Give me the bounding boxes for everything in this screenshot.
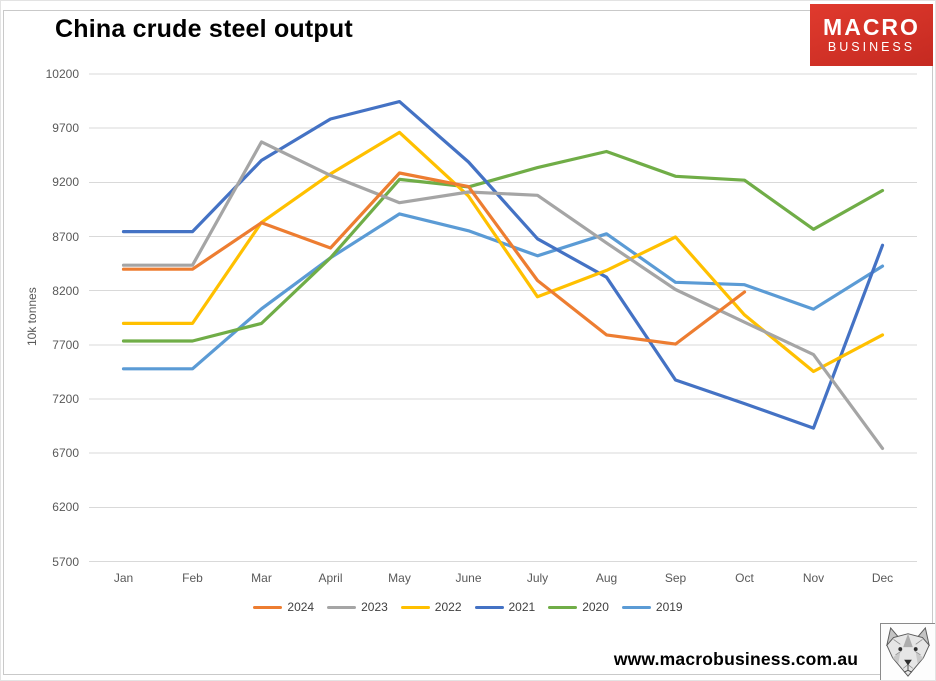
y-tick-label: 8700	[52, 229, 79, 244]
x-tick-label: Aug	[595, 571, 618, 585]
legend-line-swatch	[548, 605, 578, 609]
series-line-2019	[121, 212, 885, 371]
chart-border-frame	[3, 10, 933, 675]
x-tick-label: Oct	[735, 571, 754, 585]
legend-label: 2023	[361, 600, 388, 614]
legend-item-2019: 2019	[621, 600, 683, 614]
y-tick-label: 7700	[52, 337, 79, 352]
series-line-2022	[121, 130, 885, 374]
website-url: www.macrobusiness.com.au	[613, 649, 859, 669]
series-line-2020	[121, 149, 885, 343]
x-tick-label: July	[526, 571, 549, 585]
legend-line-swatch	[327, 605, 357, 609]
x-tick-label: June	[455, 571, 482, 585]
y-tick-label: 7200	[52, 392, 79, 406]
legend-line-swatch	[474, 605, 504, 609]
series-line-2021	[121, 100, 885, 430]
x-tick-label: Sep	[664, 571, 687, 585]
x-tick-label: Dec	[871, 571, 894, 585]
x-tick-label: Mar	[251, 571, 272, 585]
x-tick-label: May	[388, 571, 411, 585]
y-tick-label: 9200	[52, 175, 79, 190]
legend-label: 2019	[655, 600, 683, 614]
legend-item-2020: 2020	[548, 600, 609, 614]
series-line-2024	[121, 171, 747, 346]
y-tick-label: 6200	[52, 500, 79, 515]
legend-item-2022: 2022	[400, 600, 462, 614]
y-tick-label: 8200	[52, 283, 79, 298]
y-tick-label: 9700	[52, 121, 79, 136]
logo-text-business: BUSINESS	[827, 39, 916, 54]
x-tick-label: Nov	[802, 571, 825, 585]
chart-legend: 2024 2023 2022 2021 2020 2019	[1, 600, 935, 614]
page-title: China crude steel output	[55, 15, 353, 43]
legend-label: 2022	[434, 600, 462, 614]
legend-label: 2024	[287, 600, 315, 614]
x-tick-label: Feb	[182, 571, 203, 585]
macrobusiness-logo: MACRO BUSINESS	[810, 4, 933, 66]
legend-line-swatch	[253, 605, 283, 609]
legend-label: 2021	[508, 600, 536, 614]
wolf-icon	[886, 626, 930, 677]
y-tick-label: 6700	[52, 446, 79, 461]
x-tick-label: April	[318, 571, 343, 585]
x-tick-label: Jan	[113, 571, 134, 585]
legend-line-swatch	[621, 605, 651, 609]
logo-text-macro: MACRO	[823, 14, 920, 41]
legend-line-swatch	[400, 605, 430, 609]
series-line-2023	[121, 140, 885, 450]
wolf-logo-box	[880, 623, 935, 680]
y-tick-label: 10200	[45, 67, 79, 81]
legend-item-2023: 2023	[327, 600, 388, 614]
legend-item-2024: 2024	[253, 600, 314, 614]
y-tick-label: 5700	[52, 554, 79, 569]
legend-item-2021: 2021	[474, 600, 536, 614]
legend-label: 2020	[582, 600, 609, 614]
